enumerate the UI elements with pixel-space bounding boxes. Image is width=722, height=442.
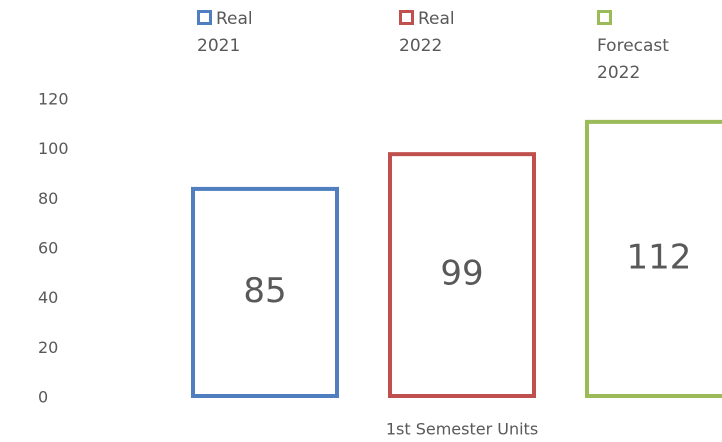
y-tick-label: 100 <box>38 139 69 158</box>
bar <box>388 152 536 398</box>
legend-swatch <box>597 10 612 25</box>
x-tick-label: 1st Semester Units <box>386 420 538 439</box>
legend-item: Forecast 2022 <box>597 6 673 87</box>
bar <box>191 186 339 398</box>
y-tick-label: 40 <box>38 288 58 307</box>
y-tick-label: 80 <box>38 189 58 208</box>
data-label: 85 <box>243 271 286 311</box>
legend-item: Real 2022 <box>399 6 475 60</box>
y-tick-label: 20 <box>38 338 58 357</box>
legend-label: Forecast 2022 <box>597 36 669 83</box>
legend-swatch <box>399 10 414 25</box>
legend-label: Real 2022 <box>399 9 455 56</box>
legend-item: Real 2021 <box>197 6 273 60</box>
y-tick-label: 120 <box>38 90 69 109</box>
legend-swatch <box>197 10 212 25</box>
y-tick-label: 0 <box>38 388 48 407</box>
y-tick-label: 60 <box>38 239 58 258</box>
bar <box>585 119 722 398</box>
data-label: 112 <box>627 237 692 277</box>
data-label: 99 <box>440 254 483 294</box>
legend-label: Real 2021 <box>197 9 253 56</box>
